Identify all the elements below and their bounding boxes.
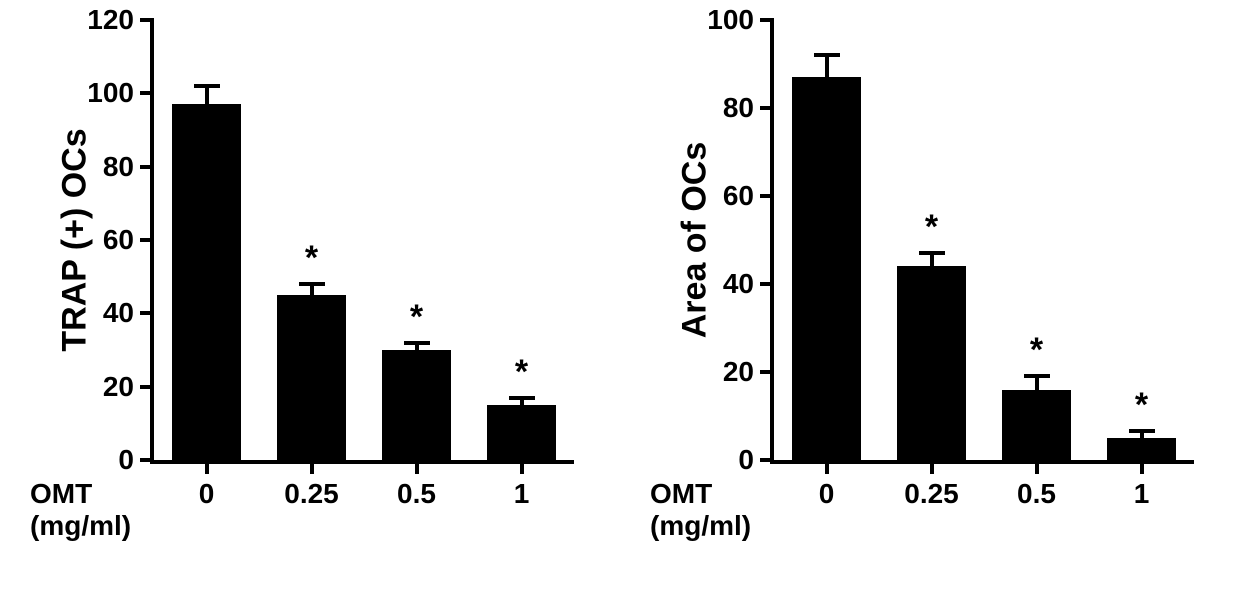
xlabel-line1: OMT: [650, 478, 751, 510]
ytick: [140, 385, 154, 389]
bar: [277, 295, 345, 460]
ytick: [140, 238, 154, 242]
bar: [172, 104, 240, 460]
ylabel-trap: TRAP (+) OCs: [56, 128, 95, 351]
ytick: [760, 282, 774, 286]
error-bar: [825, 55, 829, 77]
ytick-label: 100: [707, 4, 754, 36]
ytick: [140, 91, 154, 95]
ytick-label: 60: [723, 180, 754, 212]
xtick-label: 1: [514, 478, 530, 510]
ytick: [760, 458, 774, 462]
plot-area-trap: 0204060801001200*0.25*0.5*1: [150, 20, 574, 464]
ytick-label: 80: [723, 92, 754, 124]
ytick-label: 20: [103, 371, 134, 403]
error-cap: [299, 282, 325, 286]
xlabel-area: OMT (mg/ml): [650, 478, 751, 542]
ytick: [760, 194, 774, 198]
xtick-label: 0.5: [397, 478, 436, 510]
chart-panel-area: Area of OCs 0204060801000*0.25*0.5*1 OMT…: [650, 0, 1210, 580]
bar: [897, 266, 965, 460]
xtick: [205, 460, 209, 474]
xlabel-line2: (mg/ml): [30, 510, 131, 542]
xtick: [310, 460, 314, 474]
bar: [487, 405, 555, 460]
ytick-label: 60: [103, 224, 134, 256]
ytick: [140, 311, 154, 315]
ytick-label: 40: [103, 297, 134, 329]
xlabel-line2: (mg/ml): [650, 510, 751, 542]
xtick-label: 0.5: [1017, 478, 1056, 510]
ytick-label: 100: [87, 77, 134, 109]
ytick-label: 0: [738, 444, 754, 476]
ytick: [140, 458, 154, 462]
significance-marker: *: [410, 298, 423, 337]
error-cap: [1129, 429, 1155, 433]
chart-panel-trap: TRAP (+) OCs 0204060801001200*0.25*0.5*1…: [30, 0, 590, 580]
error-cap: [509, 396, 535, 400]
significance-marker: *: [305, 239, 318, 278]
ytick-label: 20: [723, 356, 754, 388]
ytick-label: 120: [87, 4, 134, 36]
bar: [1107, 438, 1175, 460]
error-cap: [814, 53, 840, 57]
ytick: [140, 18, 154, 22]
xtick: [415, 460, 419, 474]
error-bar: [205, 86, 209, 104]
ytick-label: 0: [118, 444, 134, 476]
error-cap: [194, 84, 220, 88]
xtick-label: 1: [1134, 478, 1150, 510]
ytick-label: 40: [723, 268, 754, 300]
bar: [1002, 390, 1070, 460]
ytick: [760, 370, 774, 374]
ylabel-area: Area of OCs: [676, 142, 715, 339]
ytick: [140, 165, 154, 169]
significance-marker: *: [925, 208, 938, 247]
bar: [792, 77, 860, 460]
xtick: [520, 460, 524, 474]
xtick: [1035, 460, 1039, 474]
error-cap: [1024, 374, 1050, 378]
ytick-label: 80: [103, 151, 134, 183]
xtick-label: 0: [199, 478, 215, 510]
xtick: [1140, 460, 1144, 474]
xtick-label: 0.25: [904, 478, 959, 510]
xlabel-trap: OMT (mg/ml): [30, 478, 131, 542]
significance-marker: *: [515, 353, 528, 392]
xtick-label: 0: [819, 478, 835, 510]
significance-marker: *: [1030, 331, 1043, 370]
error-cap: [404, 341, 430, 345]
error-cap: [919, 251, 945, 255]
bar: [382, 350, 450, 460]
significance-marker: *: [1135, 386, 1148, 425]
ytick: [760, 106, 774, 110]
ytick: [760, 18, 774, 22]
xlabel-line1: OMT: [30, 478, 131, 510]
plot-area-area: 0204060801000*0.25*0.5*1: [770, 20, 1194, 464]
xtick: [825, 460, 829, 474]
xtick: [930, 460, 934, 474]
xtick-label: 0.25: [284, 478, 339, 510]
